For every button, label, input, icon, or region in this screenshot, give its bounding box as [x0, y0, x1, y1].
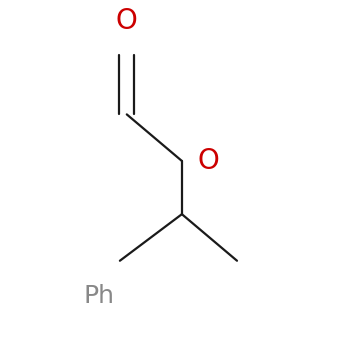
Text: O: O: [116, 7, 138, 35]
Text: O: O: [197, 147, 219, 175]
Text: Ph: Ph: [84, 284, 115, 308]
